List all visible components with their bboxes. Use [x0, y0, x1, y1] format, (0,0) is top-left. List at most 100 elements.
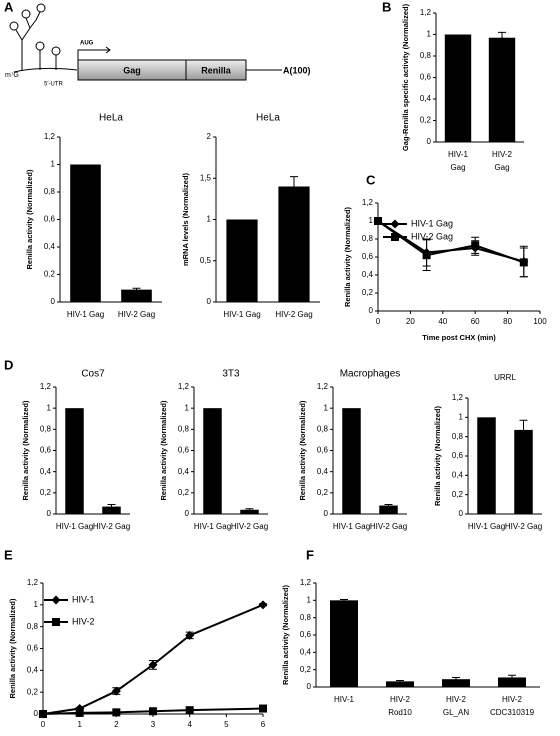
y-tick-label: 0,6 [40, 446, 52, 455]
x-tick-label: HIV-1 Gag [67, 310, 104, 319]
renilla-label: Renilla [201, 65, 232, 75]
x-tick-label: 60 [471, 317, 480, 326]
x-tick-label: HIV-2 GL_AN [443, 695, 469, 717]
y-axis-label: Renilla activity (Normalized) [21, 400, 30, 501]
y-tick-label: 0,2 [44, 270, 56, 279]
x-tick-label: HIV-2 Rod10 [388, 695, 412, 717]
y-tick-label: 1,2 [178, 382, 190, 391]
x-tick-label: 100 [533, 317, 547, 326]
legend-marker [391, 233, 399, 241]
point [185, 706, 194, 715]
error-bar [245, 508, 254, 512]
point [149, 707, 157, 716]
x-tick-label: 80 [503, 317, 512, 326]
y-tick-label: 0,6 [452, 451, 464, 460]
legend-label: HIV-1 Gag [411, 218, 453, 228]
error-bar [498, 31, 506, 44]
x-tick-label: 40 [438, 317, 447, 326]
series-line [42, 603, 264, 715]
y-tick-label: 0,4 [44, 242, 56, 251]
y-tick-label: 0,4 [317, 467, 329, 476]
x-tick-label: HIV-2 Gag [370, 522, 407, 531]
point [374, 217, 382, 225]
y-tick-label: 0,8 [300, 613, 312, 622]
x-tick-label: 4 [187, 720, 192, 729]
error-bar [107, 503, 116, 510]
x-axis-label: Time post CHX (min) [422, 333, 496, 342]
y-tick-label: 0,8 [27, 622, 39, 631]
x-tick-label: HIV-2 Gag [275, 310, 312, 319]
error-bar [384, 503, 393, 508]
x-tick-label: 1 [77, 720, 82, 729]
chart-title: Cos7 [81, 369, 105, 380]
bar [278, 186, 310, 302]
bar [330, 600, 358, 687]
start-label: AUG [80, 41, 94, 47]
y-tick-label: 0 [369, 306, 374, 315]
tail-label: A(100) [283, 65, 311, 75]
point [111, 686, 121, 696]
y-axis-label: Gag-Renilla specific activity (Normalize… [401, 3, 410, 151]
point [519, 258, 528, 267]
x-tick-label: HIV-1 Gag [223, 310, 260, 319]
x-tick-label: HIV-1 Gag [56, 522, 93, 531]
point [148, 660, 158, 670]
y-tick-label: 1,2 [362, 198, 374, 207]
y-tick-label: 0 [207, 297, 212, 306]
point [112, 708, 121, 717]
y-axis-label: Renilla activity (Normalized) [433, 405, 442, 506]
y-axis-label: Renilla activity (Normalized) [343, 206, 352, 307]
panel-letter: A [4, 0, 14, 14]
x-tick-label: HIV-2 CDC310319 [490, 695, 535, 717]
y-tick-label: 0,8 [420, 51, 432, 60]
chart-title: Macrophages [340, 369, 401, 380]
y-tick-label: 1 [34, 600, 39, 609]
bar [65, 408, 84, 514]
panel-letter: B [382, 0, 391, 14]
x-tick-label: HIV-1 [334, 695, 355, 704]
x-tick-label: HIV-2 Gag [231, 522, 268, 531]
point [185, 630, 195, 640]
y-tick-label: 1,2 [317, 382, 329, 391]
legend-label: HIV-2 Gag [411, 231, 453, 241]
y-tick-label: 1 [307, 595, 312, 604]
y-tick-label: 0,8 [362, 234, 374, 243]
bar [498, 677, 526, 687]
cap-label: m⁷G [5, 72, 19, 79]
y-axis-label: Renilla activity (Normalized) [298, 400, 307, 501]
y-axis-label: Renilla activity (Normalized) [25, 169, 34, 270]
x-tick-label: 6 [261, 720, 266, 729]
y-tick-label: 1 [47, 403, 52, 412]
x-tick-label: HIV-2 Gag [118, 310, 155, 319]
y-tick-label: 0,6 [27, 644, 39, 653]
bar [477, 417, 496, 514]
error-bar [290, 176, 298, 197]
y-tick-label: 0,5 [200, 256, 212, 265]
y-tick-label: 1 [427, 30, 432, 39]
bar [240, 509, 259, 514]
bar [226, 219, 258, 302]
panel-letter: D [4, 357, 13, 372]
panel-letter: E [4, 547, 13, 562]
x-tick-label: HIV-2 Gag [505, 522, 542, 531]
y-axis-label: Renilla activity (Normalized) [8, 598, 17, 699]
y-tick-label: 0,4 [452, 470, 464, 479]
y-tick-label: 0,4 [27, 665, 39, 674]
panel-letter: F [306, 547, 314, 562]
y-tick-label: 0 [34, 709, 39, 718]
y-tick-label: 0 [427, 137, 432, 146]
x-tick-label: HIV-1 Gag [448, 150, 469, 172]
gag-label: Gag [123, 65, 141, 75]
y-tick-label: 0,8 [40, 424, 52, 433]
y-tick-label: 0,6 [317, 446, 329, 455]
y-tick-label: 1,5 [200, 173, 212, 182]
series-line [377, 220, 525, 264]
legend-marker [390, 219, 400, 229]
x-tick-label: HIV-2 Gag [492, 150, 513, 172]
x-tick-label: HIV-1 Gag [333, 522, 370, 531]
y-tick-label: 0,2 [178, 488, 190, 497]
x-tick-label: HIV-1 Gag [194, 522, 231, 531]
bar [379, 505, 398, 514]
y-tick-label: 1,2 [40, 382, 52, 391]
point [75, 708, 84, 717]
